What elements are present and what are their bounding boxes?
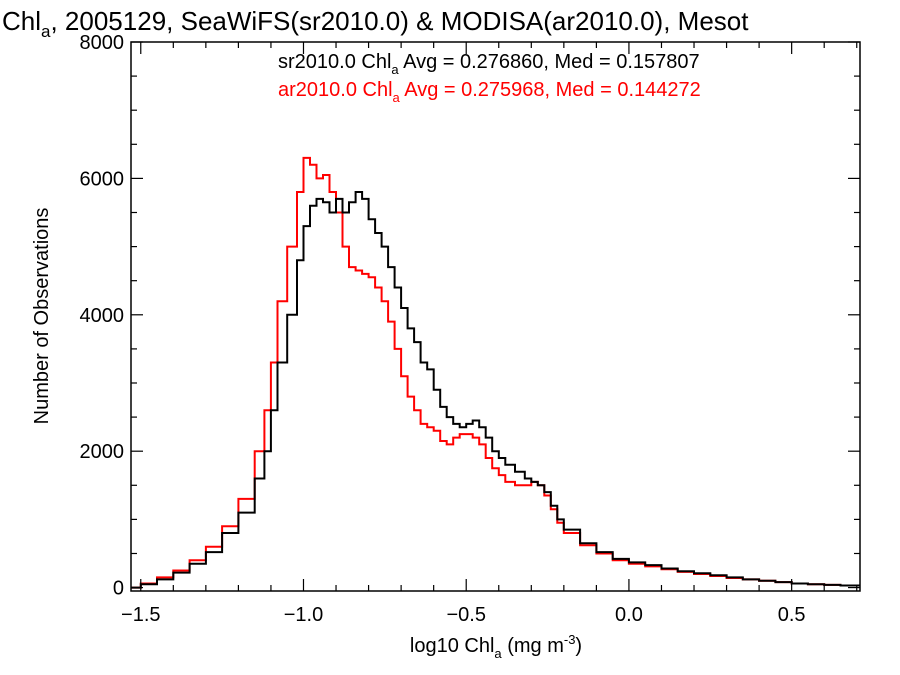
annotation-sr2010-subscript: a [391, 62, 399, 77]
chart-title-subscript: a [41, 22, 51, 41]
annotation-ar2010-rest: Avg = 0.275968, Med = 0.144272 [400, 79, 701, 101]
x-tick-label: 0.5 [778, 604, 806, 626]
series-layer [131, 156, 860, 589]
annotation-ar2010-prefix: ar2010.0 Chl [278, 79, 393, 101]
x-tick-label: −1.5 [121, 604, 160, 626]
annotation-ar2010: ar2010.0 Chla Avg = 0.275968, Med = 0.14… [278, 79, 701, 105]
y-tick-label: 8000 [80, 32, 125, 54]
tick-labels-layer: −1.5 −1.0 −0.5 0.0 0.5 0 2000 4000 6000 8000 [80, 32, 806, 626]
x-tick-label: 0.0 [615, 604, 643, 626]
x-axis-label-prefix: log10 Chl [410, 635, 495, 657]
x-axis-label-subscript: a [494, 646, 502, 661]
chart-title-prefix: Chl [2, 6, 41, 36]
x-tick-label: −1.0 [284, 604, 323, 626]
x-axis-label-superscript: -3 [564, 632, 576, 647]
annotation-sr2010-prefix: sr2010.0 Chl [278, 51, 391, 73]
x-axis-label: log10 Chla (mg m-3) [410, 632, 582, 661]
y-tick-label: 4000 [80, 305, 125, 327]
annotation-ar2010-subscript: a [393, 90, 401, 105]
x-axis-label-suffix: ) [575, 635, 582, 657]
y-tick-label: 6000 [80, 168, 125, 190]
chart-title: Chla, 2005129, SeaWiFS(sr2010.0) & MODIS… [2, 6, 749, 41]
x-axis-label-mid: (mg m [502, 635, 564, 657]
y-tick-label: 0 [113, 578, 124, 600]
series-line-0 [131, 191, 860, 589]
chart-title-rest: , 2005129, SeaWiFS(sr2010.0) & MODISA(ar… [50, 6, 749, 36]
x-tick-label: −0.5 [446, 604, 485, 626]
ticks-layer [131, 41, 860, 591]
y-axis-label: Number of Observations [31, 208, 53, 425]
y-tick-label: 2000 [80, 441, 125, 463]
annotation-sr2010-rest: Avg = 0.276860, Med = 0.157807 [399, 51, 700, 73]
series-line-1 [131, 156, 860, 589]
annotation-sr2010: sr2010.0 Chla Avg = 0.276860, Med = 0.15… [278, 51, 700, 77]
plot-frame [130, 41, 861, 592]
